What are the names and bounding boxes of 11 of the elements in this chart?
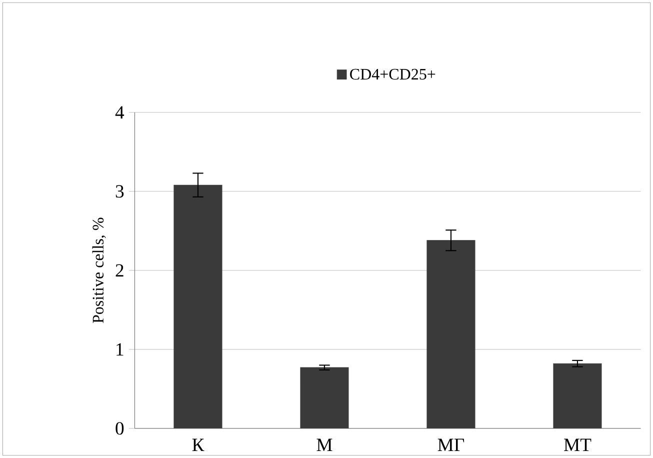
x-tick-label: МТ (564, 438, 592, 451)
y-tick-label: 3 (116, 185, 124, 198)
y-tick-label: 0 (116, 422, 124, 435)
y-axis-title: Positive cells, % (92, 218, 106, 324)
y-tick-label: 1 (116, 343, 124, 356)
x-tick-label: МГ (438, 438, 464, 451)
y-tick-label: 2 (116, 264, 124, 277)
y-tick-label: 4 (115, 106, 124, 119)
x-tick-label: К (192, 438, 204, 451)
legend-label: CD4+CD25+ (350, 68, 436, 80)
x-tick-label: М (316, 438, 332, 451)
